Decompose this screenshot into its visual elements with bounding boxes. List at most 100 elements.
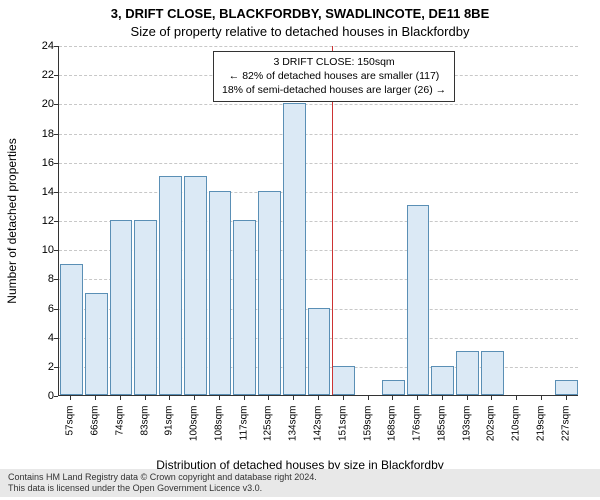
x-tick-mark xyxy=(244,396,245,400)
x-tick-label: 108sqm xyxy=(213,406,224,456)
histogram-bar xyxy=(233,220,256,395)
histogram-bar xyxy=(184,176,207,395)
y-tick-label: 4 xyxy=(24,332,54,344)
x-tick-mark xyxy=(491,396,492,400)
x-tick-mark xyxy=(95,396,96,400)
y-tick-label: 24 xyxy=(24,40,54,52)
y-tick-label: 20 xyxy=(24,98,54,110)
x-tick-label: 168sqm xyxy=(387,406,398,456)
histogram-bar xyxy=(85,293,108,395)
histogram-bar xyxy=(258,191,281,395)
x-tick-mark xyxy=(318,396,319,400)
y-tick-label: 18 xyxy=(24,128,54,140)
footer-line1: Contains HM Land Registry data © Crown c… xyxy=(8,472,592,483)
histogram-bar xyxy=(407,205,430,395)
x-tick-mark xyxy=(268,396,269,400)
x-tick-mark xyxy=(392,396,393,400)
x-tick-label: 185sqm xyxy=(436,406,447,456)
x-tick-mark xyxy=(417,396,418,400)
x-tick-label: 176sqm xyxy=(412,406,423,456)
histogram-bar xyxy=(332,366,355,395)
x-tick-label: 66sqm xyxy=(90,406,101,456)
histogram-bar xyxy=(382,380,405,395)
y-tick-mark xyxy=(54,75,58,76)
grid-line xyxy=(59,104,578,105)
chart-title-address: 3, DRIFT CLOSE, BLACKFORDBY, SWADLINCOTE… xyxy=(0,6,600,21)
y-tick-mark xyxy=(54,250,58,251)
x-tick-mark xyxy=(293,396,294,400)
y-tick-label: 16 xyxy=(24,157,54,169)
y-tick-label: 8 xyxy=(24,273,54,285)
y-tick-mark xyxy=(54,104,58,105)
x-tick-mark xyxy=(368,396,369,400)
annotation-larger: 18% of semi-detached houses are larger (… xyxy=(222,83,446,97)
y-tick-label: 0 xyxy=(24,390,54,402)
x-tick-label: 151sqm xyxy=(337,406,348,456)
x-tick-label: 159sqm xyxy=(362,406,373,456)
x-tick-label: 83sqm xyxy=(139,406,150,456)
x-tick-mark xyxy=(70,396,71,400)
y-tick-mark xyxy=(54,309,58,310)
histogram-bar xyxy=(159,176,182,395)
x-tick-label: 91sqm xyxy=(164,406,175,456)
x-tick-label: 117sqm xyxy=(238,406,249,456)
grid-line xyxy=(59,46,578,47)
x-tick-label: 210sqm xyxy=(511,406,522,456)
footer-line2: This data is licensed under the Open Gov… xyxy=(8,483,592,494)
x-tick-label: 57sqm xyxy=(65,406,76,456)
histogram-bar xyxy=(308,308,331,396)
x-tick-label: 202sqm xyxy=(486,406,497,456)
y-tick-label: 10 xyxy=(24,244,54,256)
x-tick-label: 142sqm xyxy=(313,406,324,456)
y-tick-mark xyxy=(54,396,58,397)
x-tick-label: 227sqm xyxy=(560,406,571,456)
x-tick-label: 125sqm xyxy=(263,406,274,456)
y-tick-mark xyxy=(54,134,58,135)
histogram-bar xyxy=(481,351,504,395)
grid-line xyxy=(59,163,578,164)
annotation-smaller: ← 82% of detached houses are smaller (11… xyxy=(222,69,446,83)
annotation-box: 3 DRIFT CLOSE: 150sqm← 82% of detached h… xyxy=(213,51,455,102)
y-tick-mark xyxy=(54,46,58,47)
y-tick-label: 2 xyxy=(24,361,54,373)
y-axis-label: Number of detached properties xyxy=(5,138,19,303)
y-tick-label: 12 xyxy=(24,215,54,227)
annotation-title: 3 DRIFT CLOSE: 150sqm xyxy=(222,55,446,69)
histogram-bar xyxy=(555,380,578,395)
y-tick-label: 6 xyxy=(24,303,54,315)
histogram-bar xyxy=(283,103,306,395)
histogram-bar xyxy=(456,351,479,395)
x-tick-label: 74sqm xyxy=(114,406,125,456)
x-tick-mark xyxy=(343,396,344,400)
x-tick-mark xyxy=(194,396,195,400)
x-tick-label: 193sqm xyxy=(461,406,472,456)
histogram-bar xyxy=(134,220,157,395)
x-tick-mark xyxy=(566,396,567,400)
grid-line xyxy=(59,134,578,135)
x-tick-mark xyxy=(120,396,121,400)
y-tick-mark xyxy=(54,279,58,280)
histogram-bar xyxy=(110,220,133,395)
y-tick-mark xyxy=(54,221,58,222)
x-tick-mark xyxy=(516,396,517,400)
y-tick-label: 22 xyxy=(24,69,54,81)
chart-subtitle: Size of property relative to detached ho… xyxy=(0,24,600,39)
y-tick-mark xyxy=(54,338,58,339)
x-tick-label: 134sqm xyxy=(288,406,299,456)
grid-line xyxy=(59,192,578,193)
x-tick-mark xyxy=(541,396,542,400)
x-tick-mark xyxy=(467,396,468,400)
y-tick-label: 14 xyxy=(24,186,54,198)
histogram-bar xyxy=(431,366,454,395)
histogram-bar xyxy=(209,191,232,395)
y-tick-mark xyxy=(54,163,58,164)
x-tick-label: 100sqm xyxy=(189,406,200,456)
x-tick-mark xyxy=(169,396,170,400)
x-tick-mark xyxy=(442,396,443,400)
x-tick-mark xyxy=(219,396,220,400)
footer-attribution: Contains HM Land Registry data © Crown c… xyxy=(0,469,600,497)
y-tick-mark xyxy=(54,367,58,368)
y-tick-mark xyxy=(54,192,58,193)
x-tick-mark xyxy=(145,396,146,400)
histogram-bar xyxy=(60,264,83,395)
